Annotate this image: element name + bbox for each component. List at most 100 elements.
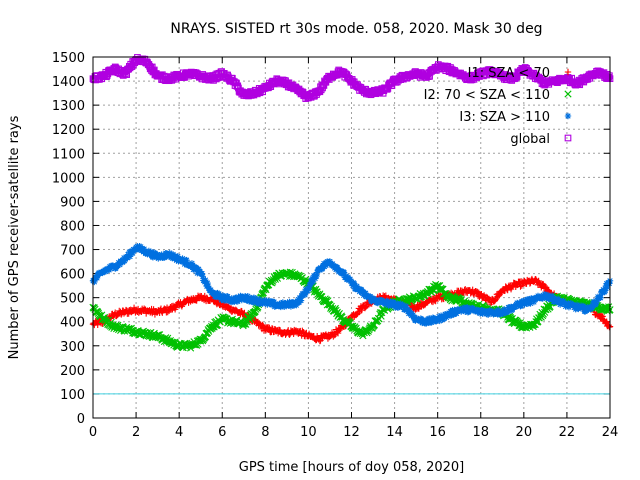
- sample-point: [130, 61, 137, 69]
- legend-label: I1: SZA < 70: [468, 66, 550, 81]
- sample-point: [383, 298, 391, 305]
- sample-point: [268, 325, 276, 332]
- sample-point: [336, 267, 344, 274]
- sample-point: [560, 297, 567, 305]
- sample-point: [472, 288, 480, 295]
- sample-point: [604, 284, 611, 291]
- sample-point: [362, 303, 369, 311]
- sample-point: [605, 74, 613, 81]
- sample-point: [144, 59, 151, 66]
- sample-point: [465, 308, 472, 315]
- sample-point: [565, 303, 573, 311]
- sample-point: [179, 255, 186, 262]
- y-tick-label: 1100: [52, 147, 85, 162]
- sample-point: [252, 295, 259, 302]
- sample-point: [517, 302, 525, 309]
- sample-point: [297, 295, 304, 302]
- y-tick-label: 100: [60, 388, 85, 403]
- sample-point: [256, 295, 263, 303]
- x-tick-label: 0: [89, 425, 97, 440]
- x-tick-label: 20: [516, 425, 533, 440]
- sample-point: [316, 337, 324, 345]
- plot-frame: [92, 56, 611, 419]
- sample-point: [151, 253, 158, 260]
- sample-point: [244, 292, 252, 300]
- legend-marker: [564, 68, 572, 76]
- sample-point: [334, 264, 341, 271]
- sample-point: [402, 302, 410, 310]
- sample-point: [352, 324, 360, 332]
- sample-point: [188, 260, 196, 267]
- sample-point: [357, 305, 364, 313]
- sample-point: [399, 301, 406, 309]
- y-tick-label: 1400: [52, 75, 85, 90]
- sample-point: [505, 308, 513, 315]
- sample-point: [309, 278, 317, 286]
- sample-point: [147, 248, 155, 255]
- sample-point: [222, 296, 229, 304]
- sample-point: [140, 305, 148, 312]
- sample-point: [336, 326, 343, 334]
- y-tick-label: 1000: [52, 171, 85, 186]
- sample-point: [499, 310, 507, 318]
- sample-point: [94, 321, 101, 329]
- sample-point: [602, 287, 609, 294]
- sample-point: [199, 273, 206, 280]
- sample-point: [541, 290, 548, 298]
- sample-point: [195, 293, 202, 301]
- sample-point: [93, 274, 101, 282]
- sample-point: [140, 245, 148, 253]
- sample-point: [246, 297, 254, 305]
- sample-point: [129, 249, 136, 257]
- sample-point: [324, 335, 332, 342]
- sample-point: [603, 307, 611, 315]
- sample-point: [183, 256, 190, 264]
- sample-point: [462, 308, 469, 315]
- sample-point: [90, 277, 97, 284]
- sample-point: [521, 297, 529, 304]
- legend-marker: [564, 134, 572, 142]
- x-tick-label: 10: [300, 425, 317, 440]
- sample-point: [540, 293, 548, 300]
- sample-point: [313, 269, 321, 276]
- sample-point: [228, 295, 235, 302]
- legend-label: global: [510, 132, 550, 147]
- sample-point: [432, 297, 439, 305]
- legend-label: I2: 70 < SZA < 110: [424, 88, 550, 103]
- sample-point: [458, 308, 465, 315]
- sample-point: [250, 299, 257, 306]
- y-tick-label: 1500: [52, 51, 85, 66]
- sample-point: [276, 300, 283, 308]
- sample-point: [268, 301, 276, 309]
- sample-point: [511, 75, 519, 82]
- sample-point: [121, 257, 128, 265]
- sample-point: [118, 311, 125, 318]
- sample-point: [580, 303, 587, 311]
- sample-point: [241, 309, 248, 317]
- sample-point: [224, 293, 231, 300]
- sample-point: [548, 292, 556, 299]
- sample-point: [202, 276, 209, 284]
- sample-point: [462, 286, 469, 293]
- sample-point: [541, 282, 548, 290]
- sample-point: [605, 306, 613, 315]
- x-tick-label: 4: [175, 425, 183, 440]
- sample-point: [334, 329, 342, 337]
- sample-point: [116, 261, 124, 268]
- sample-point: [173, 257, 180, 264]
- sample-point: [331, 304, 339, 313]
- x-tick-label: 22: [559, 425, 576, 440]
- sample-point: [530, 298, 538, 306]
- sample-point: [589, 303, 596, 310]
- sample-point: [378, 297, 385, 304]
- sample-point: [303, 329, 310, 337]
- x-tick-label: 16: [429, 425, 446, 440]
- sample-point: [342, 272, 350, 280]
- x-tick-label: 18: [472, 425, 489, 440]
- sample-point: [428, 319, 435, 326]
- sample-point: [126, 253, 134, 260]
- sample-point: [495, 292, 503, 299]
- sample-point: [276, 327, 284, 334]
- y-tick-label: 800: [60, 219, 85, 234]
- sample-point: [204, 279, 211, 287]
